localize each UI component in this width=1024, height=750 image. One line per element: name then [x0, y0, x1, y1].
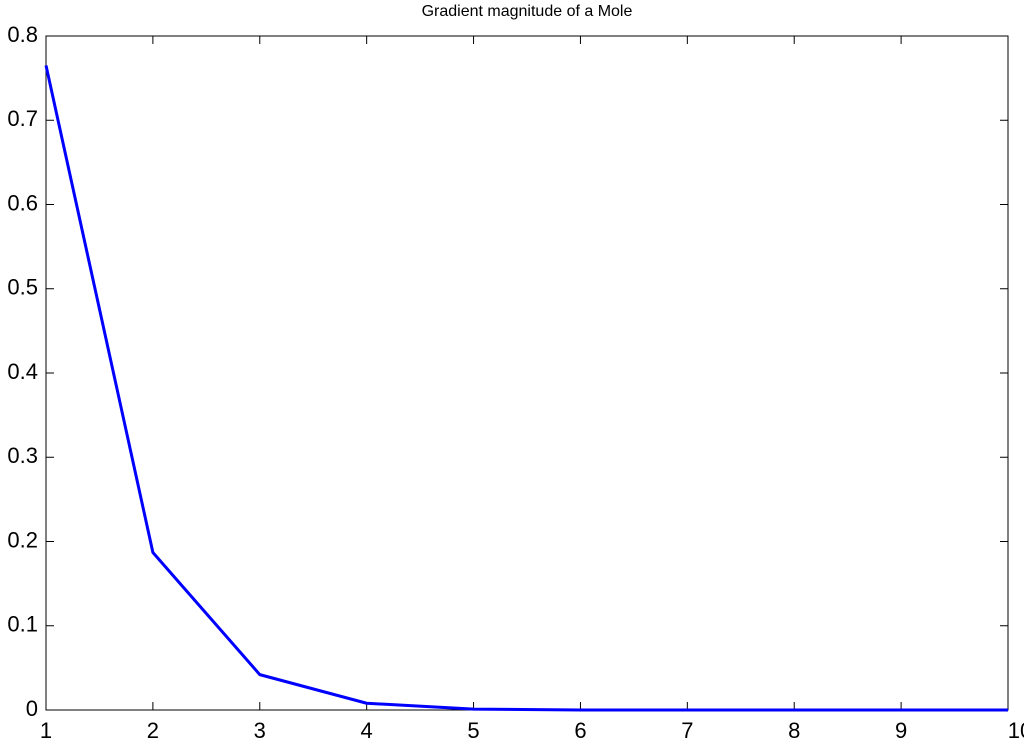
- x-tick-label: 5: [467, 718, 479, 743]
- data-line: [44, 65, 1008, 712]
- x-tick-label: 8: [788, 718, 800, 743]
- y-tick-label: 0.4: [7, 359, 38, 384]
- x-tick-label: 3: [254, 718, 266, 743]
- x-tick-label: 10: [1008, 718, 1024, 743]
- y-tick-label: 0: [26, 696, 38, 721]
- y-tick-label: 0.1: [7, 612, 38, 637]
- chart-title: Gradient magnitude of a Mole: [422, 3, 633, 20]
- y-tick-label: 0.7: [7, 106, 38, 131]
- x-tick-label: 9: [895, 718, 907, 743]
- y-tick-label: 0.8: [7, 22, 38, 47]
- y-tick-label: 0.6: [7, 190, 38, 215]
- y-tick-label: 0.5: [7, 275, 38, 300]
- y-tick-label: 0.2: [7, 527, 38, 552]
- x-tick-label: 7: [681, 718, 693, 743]
- x-tick-label: 4: [361, 718, 373, 743]
- x-tick-label: 1: [40, 718, 52, 743]
- y-tick-label: 0.3: [7, 443, 38, 468]
- x-tick-label: 2: [147, 718, 159, 743]
- x-tick-label: 6: [574, 718, 586, 743]
